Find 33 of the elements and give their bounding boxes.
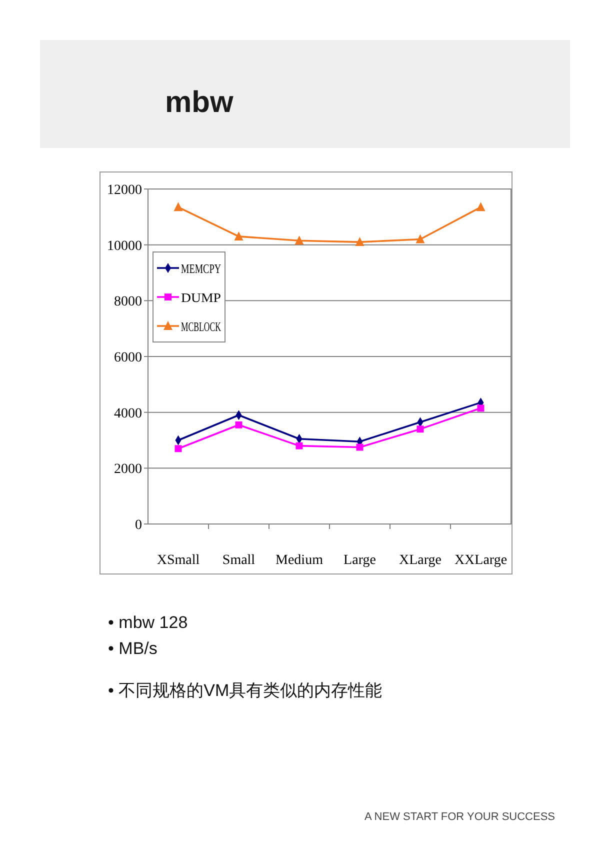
y-tick-label: 12000	[107, 183, 142, 198]
x-tick-label: XSmall	[156, 553, 200, 568]
y-tick-label: 4000	[114, 406, 142, 422]
y-tick-label: 6000	[114, 350, 142, 366]
point	[355, 237, 364, 246]
point	[416, 426, 424, 433]
point	[174, 445, 182, 452]
point	[174, 202, 183, 212]
x-tick-label: XXLarge	[454, 553, 508, 568]
text: • MB/s	[108, 639, 158, 658]
point	[356, 444, 364, 451]
text: • 不同规格的VM具有类似的内存性能	[108, 681, 382, 700]
point	[477, 404, 484, 412]
x-tick-label: Large	[344, 553, 376, 568]
legend-label: DUMP	[181, 290, 221, 305]
y-tick-label: 10000	[107, 238, 142, 254]
legend-label: MEMCPY	[181, 261, 238, 276]
y-tick-label: 0	[135, 518, 142, 533]
y-tick-label: 2000	[114, 462, 142, 478]
y-tick-label: 8000	[114, 294, 142, 310]
point	[234, 231, 244, 240]
point	[416, 234, 425, 244]
point	[296, 442, 303, 450]
x-tick-label: XLarge	[399, 553, 442, 568]
x-tick-label: Small	[222, 553, 256, 568]
text: A NEW START FOR YOUR SUCCESS	[364, 811, 555, 823]
text: • mbw 128	[108, 613, 188, 632]
point	[294, 236, 304, 245]
point	[235, 421, 242, 428]
legend-label: MCBLOCK	[181, 319, 246, 334]
chart-title: mbw	[165, 86, 234, 119]
point	[476, 202, 486, 212]
x-tick-label: Medium	[276, 553, 324, 568]
